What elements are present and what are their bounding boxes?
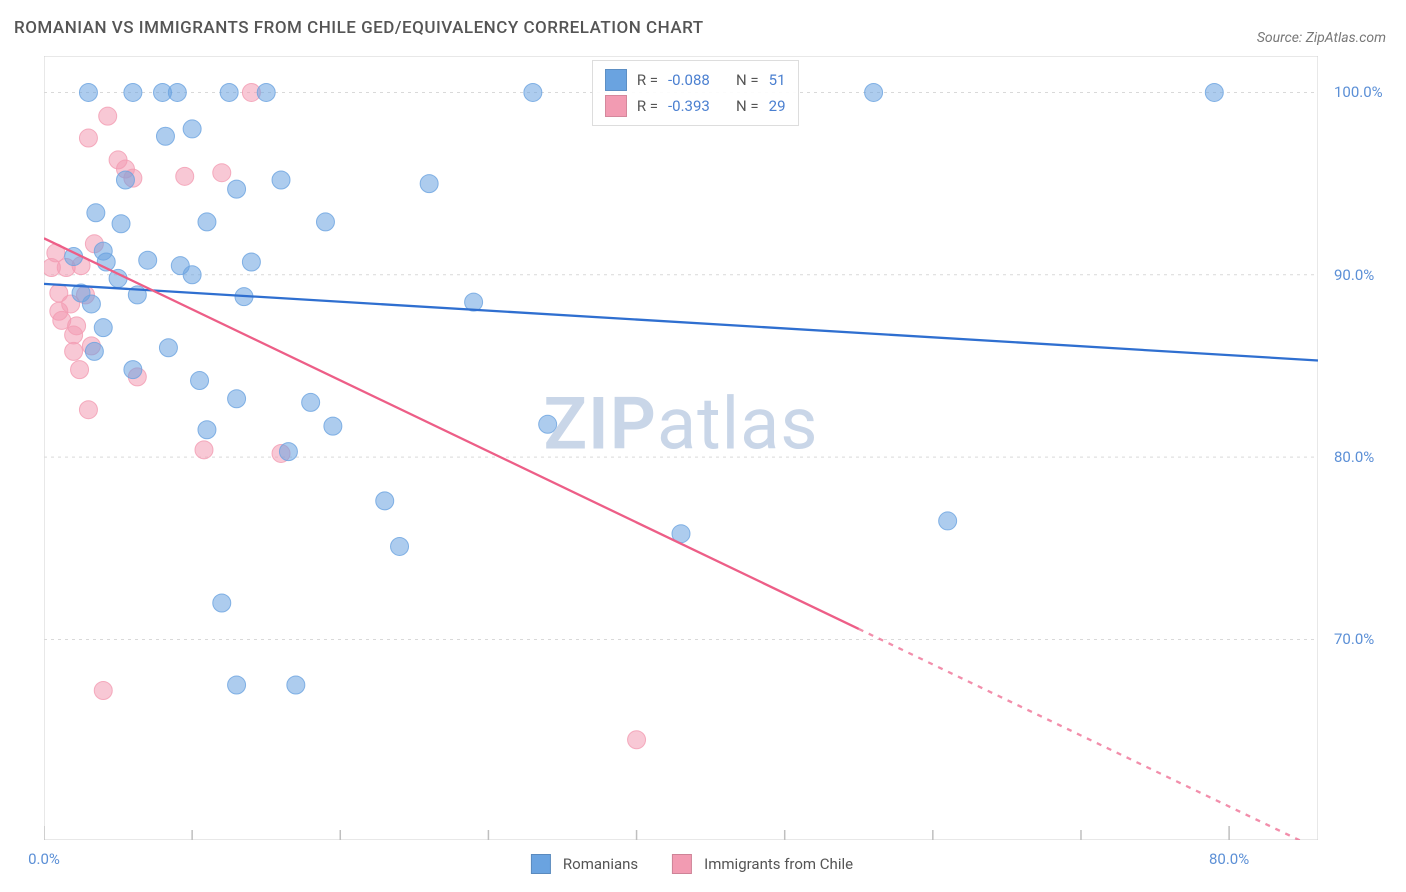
legend-r-value: -0.088 [668,71,726,89]
plot-area: ZIPatlas R = -0.088N = 51R = -0.393N = 2… [44,56,1318,840]
legend-swatch [605,95,627,117]
legend-r-label: R = [637,71,658,89]
legend-row: R = -0.088 N = 51 [605,67,786,93]
legend-n-label: N = [736,97,759,115]
legend-n-value: 29 [769,97,786,115]
legend-series-name: Romanians [563,855,638,873]
legend-n-label: N = [736,71,759,89]
scatter-plot-svg [44,56,1318,840]
legend-swatch [531,854,551,874]
legend-row: R = -0.393 N = 29 [605,93,786,119]
legend-n-value: 51 [769,71,786,89]
series-legend: Romanians Immigrants from Chile [531,854,875,874]
legend-series-name: Immigrants from Chile [704,855,853,873]
legend-swatch [605,69,627,91]
legend-swatch [672,854,692,874]
source-attribution: Source: ZipAtlas.com [1257,30,1386,46]
x-tick-label: 80.0% [1209,850,1249,868]
x-tick-label: 0.0% [28,850,60,868]
legend-r-value: -0.393 [668,97,726,115]
chart-title: ROMANIAN VS IMMIGRANTS FROM CHILE GED/EQ… [14,18,704,38]
legend-r-label: R = [637,97,658,115]
correlation-legend: R = -0.088 N = 51 R = -0.393 N = 29 [592,60,799,126]
